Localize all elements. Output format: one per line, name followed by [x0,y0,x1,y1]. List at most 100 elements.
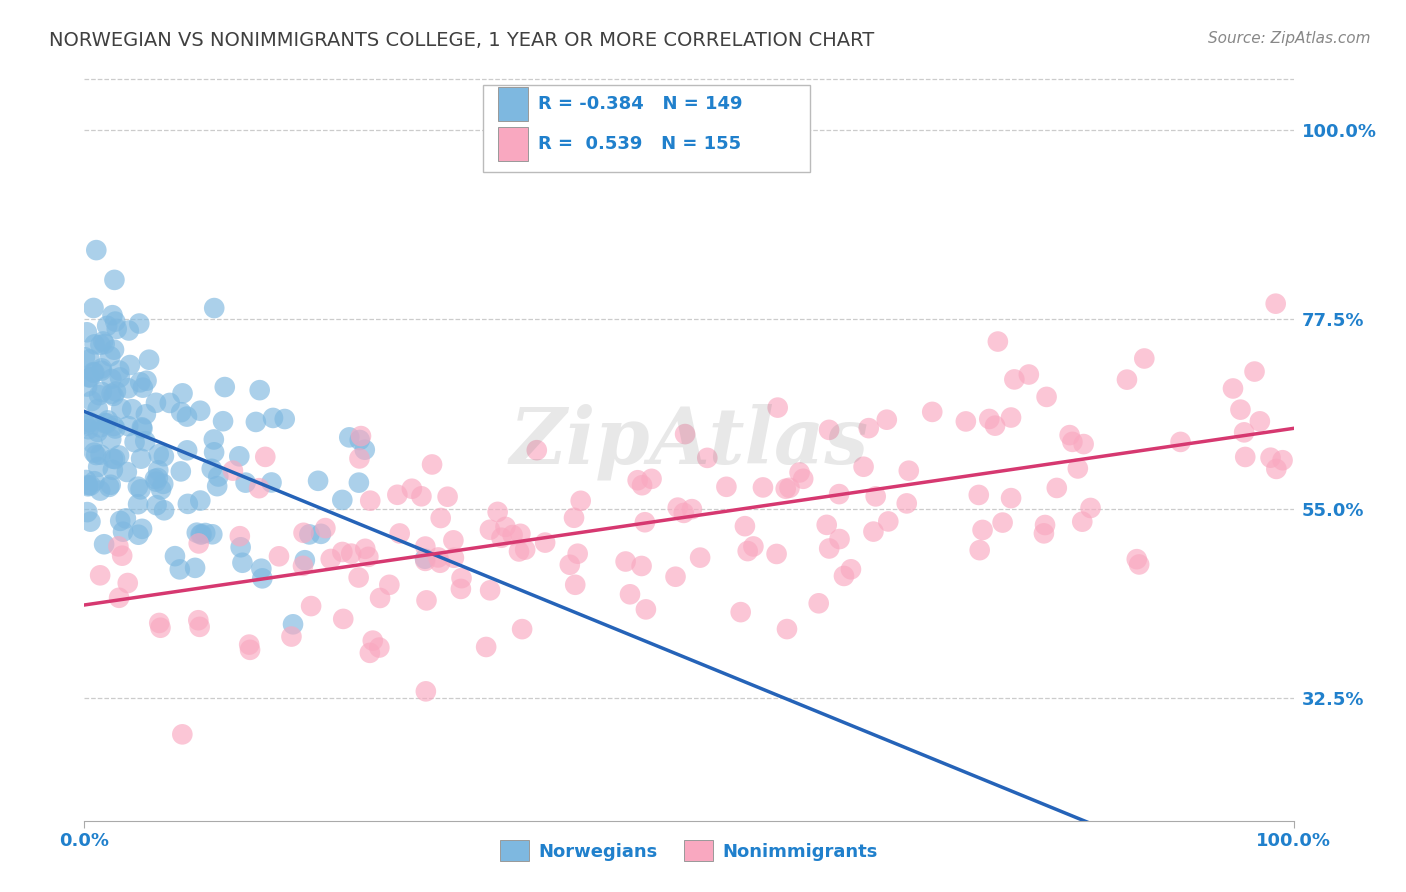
Point [1116,373,1139,387]
Point [108,591,131,605]
Point [115,511,138,525]
Point [118,324,141,338]
Point [107,540,129,554]
Point [190,527,212,541]
Point [558,558,581,572]
Point [83,366,105,380]
Point [202,433,225,447]
Point [110,401,132,416]
Point [90,364,112,378]
Point [1067,461,1090,475]
Point [631,478,654,492]
Point [79,415,101,429]
Point [1265,462,1288,476]
Point [776,622,799,636]
Point [75,473,97,487]
Point [664,570,686,584]
Point [108,363,131,377]
Point [194,526,217,541]
Point [89,568,111,582]
Point [388,526,411,541]
Point [153,503,176,517]
Point [984,418,1007,433]
Point [188,620,211,634]
Point [132,381,155,395]
Point [734,519,756,533]
Point [789,466,811,480]
Point [619,587,641,601]
Point [245,415,267,429]
Point [98,349,121,363]
Point [634,602,657,616]
Legend: Norwegians, Nonimmigrants: Norwegians, Nonimmigrants [494,833,884,869]
Point [111,549,134,563]
Point [150,483,173,497]
Point [429,511,451,525]
Point [93,337,115,351]
Point [83,337,105,351]
Point [100,386,122,401]
Point [775,482,797,496]
Point [696,450,718,465]
Point [357,549,380,564]
Point [330,492,353,507]
Point [1128,558,1150,572]
Point [742,540,765,554]
Point [420,458,443,472]
Text: R = -0.384   N = 149: R = -0.384 N = 149 [538,95,742,113]
Point [127,497,149,511]
Point [77,370,100,384]
Point [353,442,375,457]
Point [87,388,110,402]
Point [441,533,464,548]
Point [205,479,228,493]
Point [1271,453,1294,467]
Point [101,308,124,322]
Point [201,527,224,541]
Point [202,301,225,315]
Point [515,542,537,557]
Point [1170,434,1192,449]
Point [689,550,711,565]
Point [332,545,354,559]
Point [450,582,472,596]
Point [104,315,127,329]
Point [201,462,224,476]
Point [340,547,363,561]
Point [115,465,138,479]
Point [148,615,170,630]
Point [865,489,887,503]
Point [75,418,97,433]
Point [347,570,370,584]
Point [368,640,391,655]
Text: NORWEGIAN VS NONIMMIGRANTS COLLEGE, 1 YEAR OR MORE CORRELATION CHART: NORWEGIAN VS NONIMMIGRANTS COLLEGE, 1 YE… [49,31,875,50]
Point [818,423,841,437]
Point [1249,414,1271,428]
Point [1073,437,1095,451]
Point [77,478,100,492]
Point [117,381,139,395]
Text: R =  0.539   N = 155: R = 0.539 N = 155 [538,136,741,153]
Point [427,550,450,565]
Point [79,370,101,384]
Point [103,343,125,357]
Point [534,535,557,549]
Point [314,521,336,535]
Point [100,477,122,491]
Point [135,374,157,388]
Point [214,380,236,394]
Point [858,421,880,435]
Point [1000,410,1022,425]
Point [411,489,433,503]
Point [387,488,409,502]
Point [350,429,373,443]
Point [254,450,277,464]
Point [100,372,122,386]
Point [129,483,152,497]
Point [614,555,637,569]
Point [98,480,121,494]
Point [89,420,111,434]
Point [103,389,125,403]
Point [979,412,1001,426]
Point [681,502,703,516]
